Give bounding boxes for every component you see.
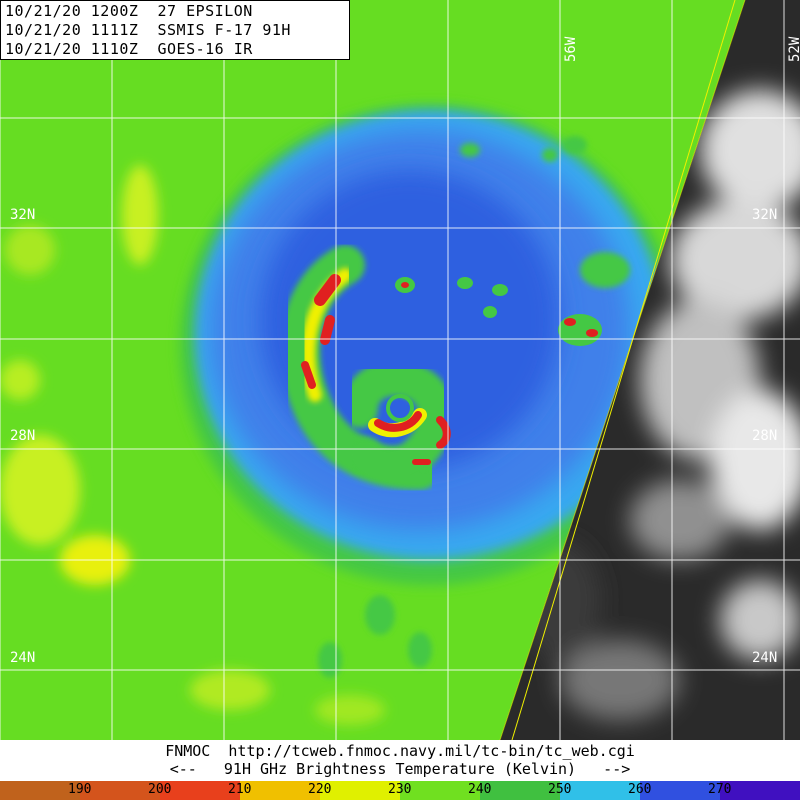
lat-label-24n: 24N bbox=[10, 650, 36, 666]
lat-label-24n-right: 24N bbox=[752, 650, 778, 666]
cloud-shield bbox=[180, 105, 680, 585]
colorbar-tick-label: 200 bbox=[148, 782, 172, 797]
colorbar-tick-label: 270 bbox=[708, 782, 732, 797]
colorbar-segment: 250 bbox=[548, 781, 640, 800]
header-line-2: 10/21/20 1111Z SSMIS F-17 91H bbox=[5, 21, 291, 39]
colorbar-tick-label: 220 bbox=[308, 782, 332, 797]
colorbar-segment: 220 bbox=[308, 781, 400, 800]
colorbar-tick-label: 230 bbox=[388, 782, 412, 797]
colorbar-tick-label: 190 bbox=[68, 782, 92, 797]
colorbar-segment: 240 bbox=[468, 781, 560, 800]
latlon-grid bbox=[0, 0, 800, 740]
colorbar-tick-label: 250 bbox=[548, 782, 572, 797]
header-line-1: 10/21/20 1200Z 27 EPSILON bbox=[5, 2, 253, 20]
microwave-map bbox=[0, 0, 800, 740]
footer-url-line: FNMOC http://tcweb.fnmoc.navy.mil/tc-bin… bbox=[165, 742, 635, 760]
lat-label-32n-right: 32N bbox=[752, 207, 778, 223]
header-info-box: 10/21/20 1200Z 27 EPSILON 10/21/20 1111Z… bbox=[0, 0, 350, 60]
colorbar-tick-label: 210 bbox=[228, 782, 252, 797]
colorbar-segment: 260 bbox=[628, 781, 720, 800]
lon-label-52w: 52W bbox=[787, 36, 800, 62]
header-line-3: 10/21/20 1110Z GOES-16 IR bbox=[5, 40, 253, 58]
microwave-swath bbox=[0, 0, 745, 740]
colorbar-segment: 190 bbox=[68, 781, 160, 800]
colorbar-segment bbox=[0, 781, 80, 800]
colorbar-segment: 230 bbox=[388, 781, 480, 800]
colorbar-tick-label: 260 bbox=[628, 782, 652, 797]
colorbar: 190 200 210 220 230 240 250 260 270 bbox=[0, 781, 800, 800]
lat-label-28n: 28N bbox=[10, 428, 36, 444]
convective-cells bbox=[395, 277, 602, 346]
storm-eye bbox=[392, 400, 408, 416]
lat-label-28n-right: 28N bbox=[752, 428, 778, 444]
lon-label-56w: 56W bbox=[563, 36, 579, 62]
footer: FNMOC http://tcweb.fnmoc.navy.mil/tc-bin… bbox=[0, 740, 800, 782]
colorbar-segment: 200 bbox=[148, 781, 240, 800]
footer-legend-title: <-- 91H GHz Brightness Temperature (Kelv… bbox=[169, 760, 631, 778]
lat-label-32n: 32N bbox=[10, 207, 36, 223]
colorbar-segment: 270 bbox=[708, 781, 800, 800]
colorbar-tick-label: 240 bbox=[468, 782, 492, 797]
colorbar-segment: 210 bbox=[228, 781, 320, 800]
green-islands bbox=[318, 136, 630, 678]
spiral-bands bbox=[280, 245, 454, 490]
warm-patches bbox=[0, 165, 385, 725]
eyewall bbox=[386, 394, 414, 422]
